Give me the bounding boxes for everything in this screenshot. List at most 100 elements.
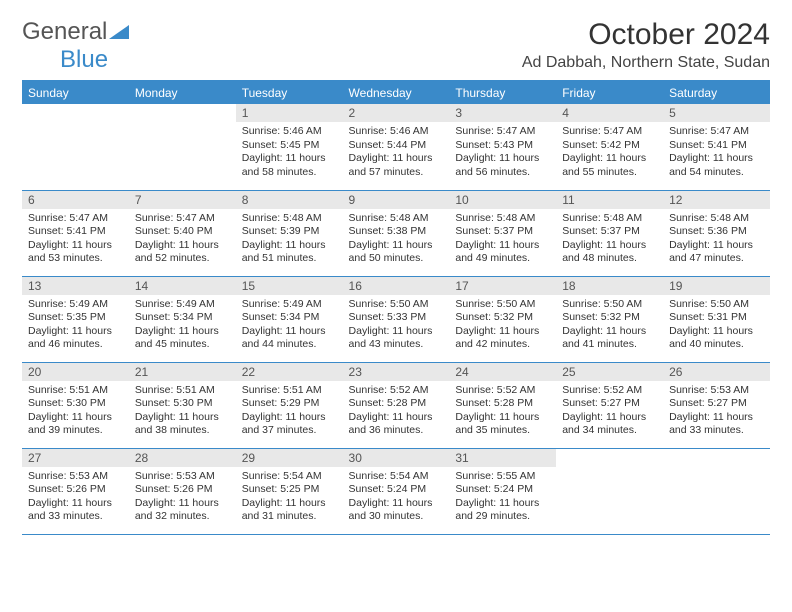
page-header: General Blue October 2024 Ad Dabbah, Nor… bbox=[22, 18, 770, 74]
calendar-day-cell: 27Sunrise: 5:53 AMSunset: 5:26 PMDayligh… bbox=[22, 448, 129, 534]
sunset-line: Sunset: 5:24 PM bbox=[349, 483, 444, 497]
sunset-line: Sunset: 5:43 PM bbox=[455, 139, 550, 153]
calendar-day-cell: 31Sunrise: 5:55 AMSunset: 5:24 PMDayligh… bbox=[449, 448, 556, 534]
sunset-line: Sunset: 5:40 PM bbox=[135, 225, 230, 239]
day-number: 30 bbox=[343, 449, 450, 467]
calendar-day-cell: 19Sunrise: 5:50 AMSunset: 5:31 PMDayligh… bbox=[663, 276, 770, 362]
sunset-line: Sunset: 5:30 PM bbox=[135, 397, 230, 411]
day-number: 16 bbox=[343, 277, 450, 295]
calendar-day-cell: 1Sunrise: 5:46 AMSunset: 5:45 PMDaylight… bbox=[236, 104, 343, 190]
daylight-line: Daylight: 11 hours and 36 minutes. bbox=[349, 411, 444, 438]
sunset-line: Sunset: 5:42 PM bbox=[562, 139, 657, 153]
daylight-line: Daylight: 11 hours and 32 minutes. bbox=[135, 497, 230, 524]
day-number: 21 bbox=[129, 363, 236, 381]
day-header: Wednesday bbox=[343, 81, 450, 104]
day-number: 26 bbox=[663, 363, 770, 381]
day-number: 25 bbox=[556, 363, 663, 381]
calendar-week-row: 27Sunrise: 5:53 AMSunset: 5:26 PMDayligh… bbox=[22, 448, 770, 534]
sunrise-line: Sunrise: 5:47 AM bbox=[669, 125, 764, 139]
day-body: Sunrise: 5:50 AMSunset: 5:33 PMDaylight:… bbox=[343, 295, 450, 357]
calendar-body: 1Sunrise: 5:46 AMSunset: 5:45 PMDaylight… bbox=[22, 104, 770, 534]
calendar-day-cell: 16Sunrise: 5:50 AMSunset: 5:33 PMDayligh… bbox=[343, 276, 450, 362]
day-body: Sunrise: 5:48 AMSunset: 5:37 PMDaylight:… bbox=[449, 209, 556, 271]
daylight-line: Daylight: 11 hours and 38 minutes. bbox=[135, 411, 230, 438]
day-number: 11 bbox=[556, 191, 663, 209]
sunset-line: Sunset: 5:24 PM bbox=[455, 483, 550, 497]
sunrise-line: Sunrise: 5:48 AM bbox=[455, 212, 550, 226]
day-body: Sunrise: 5:48 AMSunset: 5:37 PMDaylight:… bbox=[556, 209, 663, 271]
day-body: Sunrise: 5:47 AMSunset: 5:43 PMDaylight:… bbox=[449, 122, 556, 184]
day-header: Saturday bbox=[663, 81, 770, 104]
sunset-line: Sunset: 5:35 PM bbox=[28, 311, 123, 325]
calendar-day-cell bbox=[22, 104, 129, 190]
sunrise-line: Sunrise: 5:50 AM bbox=[562, 298, 657, 312]
sunset-line: Sunset: 5:34 PM bbox=[242, 311, 337, 325]
brand-logo: General Blue bbox=[22, 18, 129, 74]
daylight-line: Daylight: 11 hours and 30 minutes. bbox=[349, 497, 444, 524]
calendar-day-cell: 5Sunrise: 5:47 AMSunset: 5:41 PMDaylight… bbox=[663, 104, 770, 190]
daylight-line: Daylight: 11 hours and 46 minutes. bbox=[28, 325, 123, 352]
daylight-line: Daylight: 11 hours and 37 minutes. bbox=[242, 411, 337, 438]
day-header: Monday bbox=[129, 81, 236, 104]
day-body: Sunrise: 5:53 AMSunset: 5:26 PMDaylight:… bbox=[22, 467, 129, 529]
calendar-day-cell: 14Sunrise: 5:49 AMSunset: 5:34 PMDayligh… bbox=[129, 276, 236, 362]
sunrise-line: Sunrise: 5:46 AM bbox=[242, 125, 337, 139]
day-body: Sunrise: 5:47 AMSunset: 5:41 PMDaylight:… bbox=[22, 209, 129, 271]
sunrise-line: Sunrise: 5:47 AM bbox=[28, 212, 123, 226]
day-number: 15 bbox=[236, 277, 343, 295]
sunset-line: Sunset: 5:27 PM bbox=[562, 397, 657, 411]
sunset-line: Sunset: 5:26 PM bbox=[28, 483, 123, 497]
calendar-day-cell: 17Sunrise: 5:50 AMSunset: 5:32 PMDayligh… bbox=[449, 276, 556, 362]
day-body: Sunrise: 5:51 AMSunset: 5:30 PMDaylight:… bbox=[129, 381, 236, 443]
daylight-line: Daylight: 11 hours and 51 minutes. bbox=[242, 239, 337, 266]
day-number: 1 bbox=[236, 104, 343, 122]
sunrise-line: Sunrise: 5:48 AM bbox=[349, 212, 444, 226]
sunset-line: Sunset: 5:31 PM bbox=[669, 311, 764, 325]
sunrise-line: Sunrise: 5:49 AM bbox=[242, 298, 337, 312]
calendar-day-cell: 22Sunrise: 5:51 AMSunset: 5:29 PMDayligh… bbox=[236, 362, 343, 448]
day-number: 9 bbox=[343, 191, 450, 209]
daylight-line: Daylight: 11 hours and 41 minutes. bbox=[562, 325, 657, 352]
day-header: Friday bbox=[556, 81, 663, 104]
brand-triangle-icon bbox=[109, 23, 129, 42]
day-number: 2 bbox=[343, 104, 450, 122]
sunset-line: Sunset: 5:36 PM bbox=[669, 225, 764, 239]
calendar-day-cell: 28Sunrise: 5:53 AMSunset: 5:26 PMDayligh… bbox=[129, 448, 236, 534]
day-body: Sunrise: 5:51 AMSunset: 5:29 PMDaylight:… bbox=[236, 381, 343, 443]
calendar-day-cell: 4Sunrise: 5:47 AMSunset: 5:42 PMDaylight… bbox=[556, 104, 663, 190]
sunset-line: Sunset: 5:41 PM bbox=[669, 139, 764, 153]
day-number: 31 bbox=[449, 449, 556, 467]
sunrise-line: Sunrise: 5:52 AM bbox=[562, 384, 657, 398]
day-number: 8 bbox=[236, 191, 343, 209]
sunset-line: Sunset: 5:37 PM bbox=[455, 225, 550, 239]
daylight-line: Daylight: 11 hours and 52 minutes. bbox=[135, 239, 230, 266]
day-body: Sunrise: 5:55 AMSunset: 5:24 PMDaylight:… bbox=[449, 467, 556, 529]
sunset-line: Sunset: 5:26 PM bbox=[135, 483, 230, 497]
calendar-day-cell: 21Sunrise: 5:51 AMSunset: 5:30 PMDayligh… bbox=[129, 362, 236, 448]
day-number: 20 bbox=[22, 363, 129, 381]
daylight-line: Daylight: 11 hours and 53 minutes. bbox=[28, 239, 123, 266]
sunset-line: Sunset: 5:30 PM bbox=[28, 397, 123, 411]
sunrise-line: Sunrise: 5:46 AM bbox=[349, 125, 444, 139]
calendar-head: SundayMondayTuesdayWednesdayThursdayFrid… bbox=[22, 81, 770, 104]
calendar-day-cell: 25Sunrise: 5:52 AMSunset: 5:27 PMDayligh… bbox=[556, 362, 663, 448]
day-number: 14 bbox=[129, 277, 236, 295]
day-body: Sunrise: 5:49 AMSunset: 5:35 PMDaylight:… bbox=[22, 295, 129, 357]
day-number: 13 bbox=[22, 277, 129, 295]
day-number: 18 bbox=[556, 277, 663, 295]
sunrise-line: Sunrise: 5:53 AM bbox=[669, 384, 764, 398]
sunrise-line: Sunrise: 5:48 AM bbox=[242, 212, 337, 226]
sunset-line: Sunset: 5:25 PM bbox=[242, 483, 337, 497]
sunrise-line: Sunrise: 5:48 AM bbox=[669, 212, 764, 226]
calendar-day-cell: 7Sunrise: 5:47 AMSunset: 5:40 PMDaylight… bbox=[129, 190, 236, 276]
daylight-line: Daylight: 11 hours and 29 minutes. bbox=[455, 497, 550, 524]
calendar-day-cell: 13Sunrise: 5:49 AMSunset: 5:35 PMDayligh… bbox=[22, 276, 129, 362]
daylight-line: Daylight: 11 hours and 31 minutes. bbox=[242, 497, 337, 524]
daylight-line: Daylight: 11 hours and 55 minutes. bbox=[562, 152, 657, 179]
sunset-line: Sunset: 5:33 PM bbox=[349, 311, 444, 325]
day-header: Sunday bbox=[22, 81, 129, 104]
calendar-table: SundayMondayTuesdayWednesdayThursdayFrid… bbox=[22, 80, 770, 535]
day-number: 27 bbox=[22, 449, 129, 467]
calendar-day-cell: 6Sunrise: 5:47 AMSunset: 5:41 PMDaylight… bbox=[22, 190, 129, 276]
sunrise-line: Sunrise: 5:48 AM bbox=[562, 212, 657, 226]
